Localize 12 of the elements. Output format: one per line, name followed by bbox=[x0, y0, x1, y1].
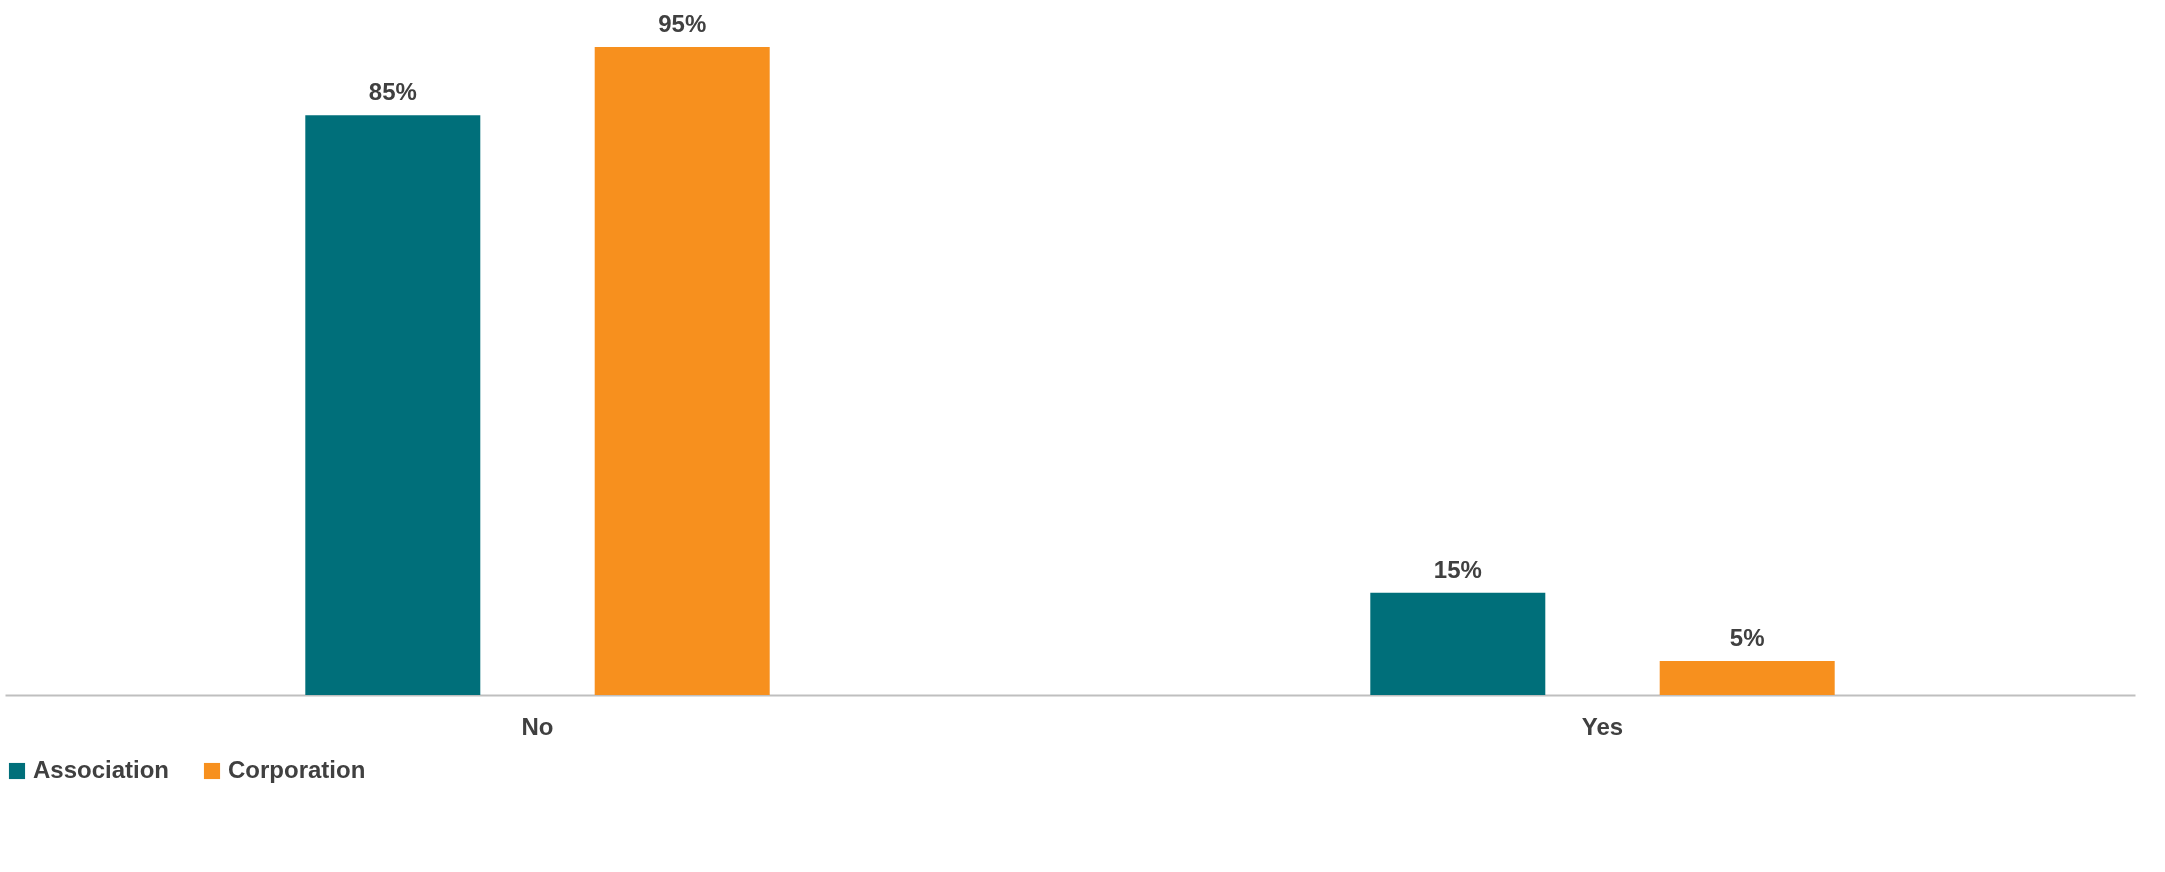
x-tick-label: Yes bbox=[1581, 712, 1624, 740]
bar bbox=[1659, 660, 1835, 695]
data-label: 5% bbox=[1729, 623, 1765, 651]
legend-label: Corporation bbox=[228, 756, 366, 783]
data-label: 85% bbox=[368, 78, 417, 106]
data-label: 15% bbox=[1433, 555, 1482, 583]
x-tick-label: No bbox=[521, 712, 554, 740]
bar bbox=[594, 47, 770, 695]
legend-label: Association bbox=[33, 756, 170, 783]
data-label: 95% bbox=[658, 10, 707, 38]
bar bbox=[305, 115, 481, 695]
bar bbox=[1370, 592, 1546, 695]
